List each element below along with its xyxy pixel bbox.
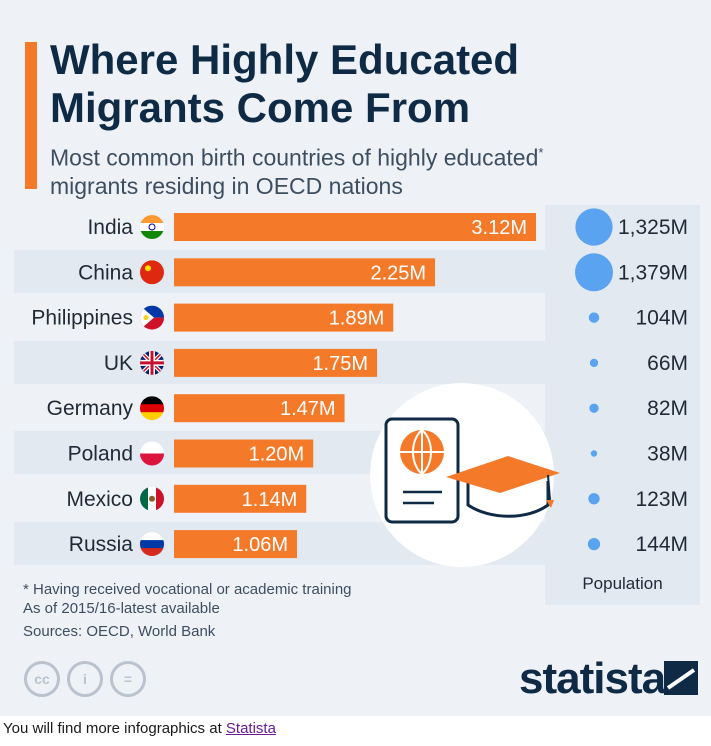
graduation-cap-base xyxy=(466,481,550,518)
population-label: 38M xyxy=(647,443,688,466)
population-panel xyxy=(545,205,700,605)
population-label: 1,379M xyxy=(618,261,688,284)
population-label: 123M xyxy=(635,488,688,511)
country-label: Russia xyxy=(69,533,134,556)
infographic-card: Where Highly Educated Migrants Come From… xyxy=(0,0,711,716)
subtitle-footnote-mark: * xyxy=(538,145,544,160)
subtitle-line-2: migrants residing in OECD nations xyxy=(50,172,403,199)
tassel-tip xyxy=(546,500,554,508)
logo-mark-icon xyxy=(666,668,696,690)
bar-value-label: 1.75M xyxy=(312,353,368,375)
bar xyxy=(174,439,314,468)
page-subtitle: Most common birth countries of highly ed… xyxy=(50,139,650,200)
attribution-icon[interactable]: i xyxy=(67,661,103,697)
population-dot xyxy=(590,450,598,457)
poland-flag-icon xyxy=(140,441,164,466)
statista-logo-mark xyxy=(664,661,698,695)
population-column-label: Population xyxy=(582,574,663,593)
country-label: India xyxy=(87,216,133,239)
mexico-flag-icon xyxy=(140,486,164,511)
bar xyxy=(174,348,378,377)
bar-value-label: 1.14M xyxy=(242,489,298,511)
period-note: As of 2015/16-latest available xyxy=(23,600,220,617)
bar-value-label: 2.25M xyxy=(370,262,426,284)
statista-link[interactable]: Statista xyxy=(225,720,276,737)
bar xyxy=(174,258,436,287)
bar xyxy=(174,303,394,332)
bar xyxy=(174,530,297,559)
footnote: * Having received vocational or academic… xyxy=(23,581,352,598)
population-dot xyxy=(589,403,599,413)
population-label: 82M xyxy=(647,397,688,420)
bar-value-label: 1.20M xyxy=(249,444,305,466)
notes: * Having received vocational or academic… xyxy=(23,580,352,641)
philippines-flag-icon xyxy=(140,305,164,330)
page-title: Where Highly Educated Migrants Come From xyxy=(50,36,520,131)
population-dot xyxy=(575,208,613,246)
bar-value-label: 1.06M xyxy=(232,534,288,556)
bar-value-label: 3.12M xyxy=(471,217,527,239)
population-dot xyxy=(589,358,599,368)
india-flag-icon xyxy=(140,215,164,239)
bar-chart: India 3.12M 1,325M China 2.25M 1,379M Philippi… xyxy=(31,208,688,559)
bar-value-label: 1.89M xyxy=(329,308,385,330)
bar xyxy=(174,213,536,241)
country-label: Germany xyxy=(47,397,134,420)
bar xyxy=(174,484,307,513)
sources-note: Sources: OECD, World Bank xyxy=(23,623,216,640)
footer-text: You will find more infographics at xyxy=(3,720,222,737)
germany-flag-icon xyxy=(140,396,164,421)
china-flag-icon xyxy=(140,260,164,285)
country-label: Mexico xyxy=(66,488,133,511)
population-dot xyxy=(588,312,600,323)
cc-icon[interactable]: cc xyxy=(24,661,60,697)
footer: You will find more infographics at Stati… xyxy=(3,720,276,737)
population-dot xyxy=(588,493,600,505)
graduation-cap-icon xyxy=(446,456,560,493)
subtitle-line-1: Most common birth countries of highly ed… xyxy=(50,144,539,171)
graduation-cap-tassel xyxy=(547,474,551,501)
no-derivatives-icon[interactable]: = xyxy=(110,661,146,697)
russia-flag-icon xyxy=(140,532,164,557)
globe-lines xyxy=(400,429,444,475)
country-label: China xyxy=(78,261,133,284)
bar-value-label: 1.47M xyxy=(280,398,336,420)
population-label: 1,325M xyxy=(618,216,688,239)
country-label: Poland xyxy=(68,443,133,466)
population-dot xyxy=(575,253,613,292)
title-accent-bar xyxy=(25,42,37,189)
population-label: 104M xyxy=(635,307,688,330)
graduation-illustration xyxy=(370,383,560,567)
population-label: 66M xyxy=(647,352,688,375)
population-label: 144M xyxy=(635,533,688,556)
country-label: UK xyxy=(104,352,133,375)
bar xyxy=(174,394,345,423)
country-label: Philippines xyxy=(31,307,133,330)
population-dot xyxy=(587,537,601,551)
uk-flag-icon xyxy=(140,350,164,375)
statista-logo[interactable]: statista xyxy=(519,654,666,703)
